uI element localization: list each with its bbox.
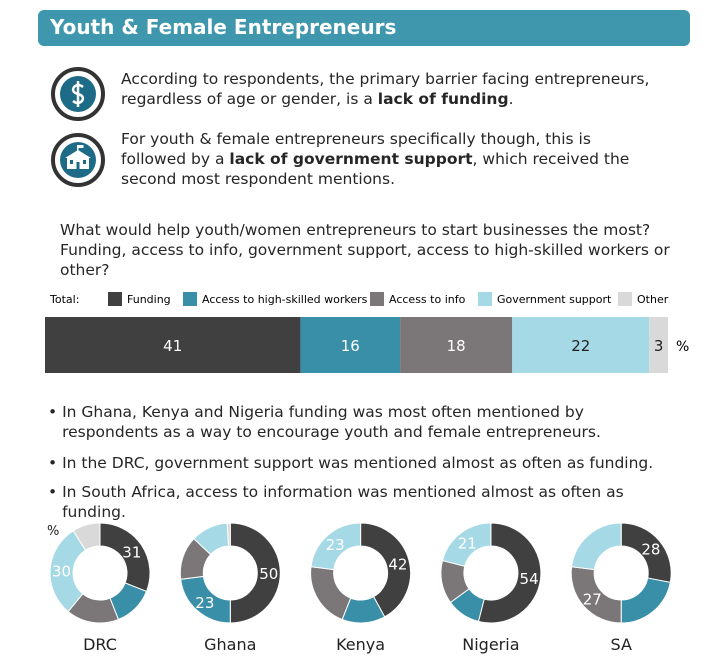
point-text: For youth & female entrepreneurs specifi… (121, 129, 651, 189)
donut-value-label: 28 (641, 540, 660, 558)
legend-swatch (183, 292, 197, 306)
donut-title: DRC (83, 635, 117, 654)
unit-label: % (676, 339, 689, 355)
bar-value-label: 22 (571, 337, 590, 355)
bullet: • In the DRC, government support was men… (48, 453, 688, 473)
question: What would help youth/women entrepreneur… (60, 221, 670, 279)
bold-text: lack of funding (377, 90, 509, 108)
legend-swatch (108, 292, 122, 306)
donut-segment (72, 522, 101, 551)
donut-title: Kenya (336, 635, 385, 654)
bullet-text: In the DRC, government support was menti… (62, 454, 654, 472)
header-bar: Youth & Female Entrepreneurs (38, 10, 690, 46)
point-text: According to respondents, the primary ba… (121, 69, 681, 109)
legend-label: Funding (127, 293, 171, 306)
legend-label: Government support (497, 293, 612, 306)
bullet: • In Ghana, Kenya and Nigeria funding wa… (48, 402, 688, 442)
legend-swatch (370, 292, 384, 306)
legend-label: Access to info (389, 293, 466, 306)
donut-value-label: 27 (583, 590, 602, 608)
legend-label: Total: (49, 293, 79, 306)
text: , which received the second most respond… (121, 150, 630, 188)
donut-value-label: 23 (326, 536, 345, 554)
bar-value-label: 3 (654, 337, 664, 355)
bold-text: lack of government support (229, 150, 473, 168)
dollar-icon (51, 67, 105, 121)
donut-segment (360, 522, 412, 618)
bar-segment (649, 317, 668, 373)
donut-segment (477, 522, 542, 624)
donut-value-label: 42 (388, 555, 407, 573)
legend-swatch (618, 292, 632, 306)
donut-value-label: 23 (195, 594, 214, 612)
legend-swatch (478, 292, 492, 306)
donut-segment (310, 522, 362, 571)
donut-title: SA (610, 635, 631, 654)
bar-value-label: 41 (163, 337, 182, 355)
donut-value-label: 50 (259, 565, 278, 583)
donut-title: Ghana (204, 635, 256, 654)
donut-value-label: 31 (122, 543, 141, 561)
bullet: • In South Africa, access to information… (48, 482, 688, 522)
donut-segment (620, 577, 671, 624)
government-icon (51, 133, 105, 187)
unit-label: % (47, 524, 59, 539)
donut-segment (226, 522, 231, 547)
header-title: Youth & Female Entrepreneurs (50, 15, 397, 39)
donut-segment (441, 522, 492, 567)
text: . (508, 90, 514, 108)
donut-value-label: 21 (458, 535, 477, 553)
bullet-text: In Ghana, Kenya and Nigeria funding was … (62, 403, 601, 441)
legend-label: Other (637, 293, 669, 306)
text: For youth & female entrepreneurs specifi… (121, 130, 591, 168)
donut-value-label: 30 (52, 563, 71, 581)
bar-segment (45, 317, 301, 373)
legend-label: Access to high-skilled workers (202, 293, 368, 306)
donut-segment (571, 522, 622, 571)
donut-title: Nigeria (462, 635, 519, 654)
bar-segment (512, 317, 650, 373)
donut-value-label: 54 (520, 570, 539, 588)
bar-segment (400, 317, 513, 373)
donut-segment (310, 566, 352, 621)
bar-segment (300, 317, 401, 373)
bullet-text: In South Africa, access to information w… (62, 483, 624, 521)
bar-value-label: 16 (341, 337, 360, 355)
text: According to respondents, the primary ba… (121, 70, 650, 108)
bar-value-label: 18 (447, 337, 466, 355)
donut-segment (229, 522, 281, 624)
